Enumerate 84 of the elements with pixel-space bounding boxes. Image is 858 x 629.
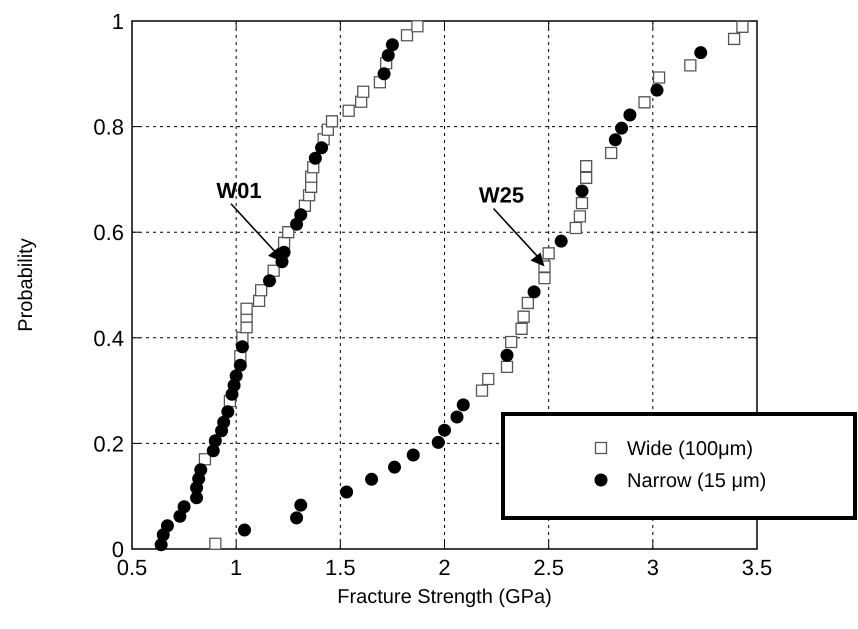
point xyxy=(221,405,234,418)
point xyxy=(570,222,582,234)
point xyxy=(230,369,243,382)
point xyxy=(736,20,749,33)
point xyxy=(638,96,651,108)
point xyxy=(263,274,276,288)
point xyxy=(240,302,253,315)
point xyxy=(623,108,636,122)
x-tick-label: 3 xyxy=(646,555,659,580)
point xyxy=(208,434,222,448)
point xyxy=(554,234,568,248)
point xyxy=(308,152,322,165)
point xyxy=(406,448,420,462)
point xyxy=(340,485,354,498)
point xyxy=(357,86,370,98)
point xyxy=(236,340,249,354)
point xyxy=(515,322,528,335)
y-tick-label: 0.6 xyxy=(93,220,124,246)
point xyxy=(209,538,222,550)
annotation: W25 xyxy=(478,182,524,208)
point xyxy=(294,498,308,512)
point xyxy=(476,384,488,397)
point xyxy=(342,104,355,117)
annotation: W01 xyxy=(216,178,262,203)
point xyxy=(290,511,304,524)
point xyxy=(694,46,708,60)
point xyxy=(728,32,740,46)
point xyxy=(315,141,328,154)
y-tick-label: 1 xyxy=(112,9,124,34)
y-tick-label: 0.8 xyxy=(93,114,124,140)
x-tick-label: 2.5 xyxy=(533,555,564,580)
point xyxy=(160,519,174,532)
point xyxy=(294,208,308,222)
legend-label: Wide (100μm) xyxy=(627,438,753,460)
point xyxy=(500,360,514,373)
point xyxy=(378,67,391,80)
point xyxy=(576,184,588,198)
x-tick-label: 2 xyxy=(438,555,451,580)
point xyxy=(400,29,414,42)
point xyxy=(576,197,588,210)
point xyxy=(538,272,551,284)
point xyxy=(528,285,541,298)
point xyxy=(194,463,208,476)
x-axis-title: Fracture Strength (GPa) xyxy=(337,586,552,608)
point xyxy=(518,310,530,323)
point xyxy=(450,410,464,424)
x-tick-label: 1.5 xyxy=(325,555,356,580)
point xyxy=(278,246,291,259)
point xyxy=(605,146,618,160)
point xyxy=(282,226,294,238)
y-tick-label: 0.4 xyxy=(93,326,124,351)
point xyxy=(574,210,586,223)
point xyxy=(456,398,470,412)
y-axis-title: Probability xyxy=(15,238,37,332)
point xyxy=(500,348,514,362)
point xyxy=(652,71,666,84)
point xyxy=(255,284,268,296)
point xyxy=(178,500,191,514)
point xyxy=(482,372,494,386)
point xyxy=(522,296,534,310)
point xyxy=(438,424,451,437)
point xyxy=(365,472,378,486)
point xyxy=(234,358,247,372)
point xyxy=(388,460,401,474)
point xyxy=(608,133,622,146)
point xyxy=(505,336,518,348)
point xyxy=(411,20,424,32)
x-tick-label: 1 xyxy=(230,555,242,580)
point xyxy=(217,416,230,429)
point xyxy=(326,115,338,128)
y-tick-label: 0.2 xyxy=(93,431,124,456)
legend-label: Narrow (15 μm) xyxy=(627,470,766,492)
x-tick-label: 3.5 xyxy=(742,555,772,580)
point xyxy=(238,523,251,536)
point xyxy=(542,247,555,260)
point xyxy=(684,59,696,72)
point xyxy=(173,510,186,523)
point xyxy=(432,436,445,449)
point xyxy=(650,84,664,97)
point xyxy=(615,122,628,135)
point xyxy=(580,160,592,172)
point xyxy=(382,48,395,62)
point xyxy=(580,172,592,184)
point xyxy=(386,38,399,52)
